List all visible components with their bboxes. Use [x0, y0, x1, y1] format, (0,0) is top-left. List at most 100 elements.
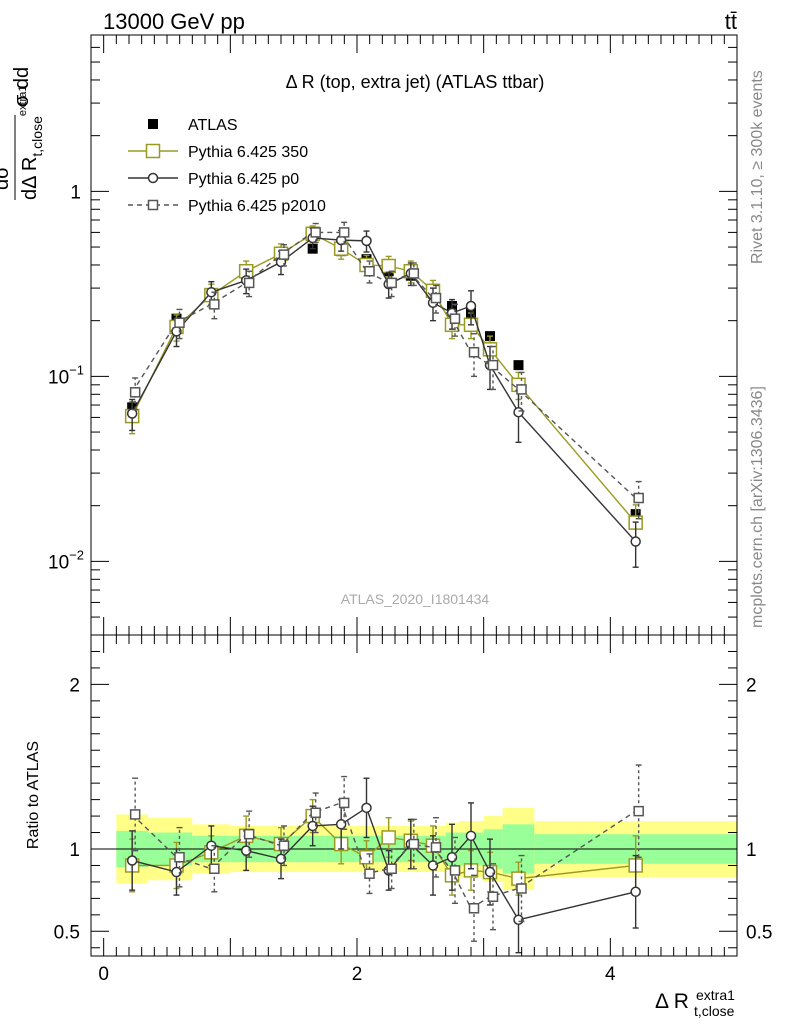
- legend-marker: [145, 143, 161, 159]
- main-line-p2010: [131, 231, 637, 499]
- legend-label: ATLAS: [188, 117, 238, 134]
- ratio-y-tick-label-right: 1: [746, 840, 757, 861]
- ratio-point: [338, 797, 350, 809]
- ratio-y-tick-label: 1: [69, 840, 80, 861]
- svg-text:σ dd: σ dd: [11, 67, 33, 107]
- ratio-point: [430, 842, 442, 853]
- legend-item-mc350: Pythia 6.425 350: [128, 143, 308, 161]
- main-point: [338, 227, 350, 238]
- ratio-point: [446, 851, 458, 863]
- legend-item-p0: Pythia 6.425 p0: [128, 171, 299, 188]
- main-point: [513, 406, 524, 418]
- ratio-point: [359, 849, 374, 865]
- main-line-mc350: [131, 232, 637, 524]
- ratio-point: [240, 845, 252, 856]
- ratio-y-axis-label: Ratio to ATLAS: [25, 741, 42, 849]
- ratio-y-tick-label: 0.5: [54, 922, 80, 943]
- legend-item-p2010: Pythia 6.425 p2010: [128, 198, 326, 215]
- process-label: 13000 GeV pp: [103, 9, 245, 34]
- ratio-series-p2010: [129, 764, 644, 942]
- ratio-point: [427, 860, 439, 871]
- main-series-layer: [124, 221, 644, 568]
- main-point: [381, 258, 396, 274]
- main-point: [126, 408, 138, 419]
- ratio-point: [449, 865, 461, 876]
- legend-label: Pythia 6.425 p0: [188, 171, 299, 188]
- ratio-point: [171, 866, 182, 878]
- ratio-series-layer: [124, 764, 644, 954]
- svg-text:extra1: extra1: [696, 987, 735, 1003]
- ratio-point: [468, 903, 480, 914]
- main-point: [174, 317, 185, 328]
- ratio-y-tick-label-right: 0.5: [746, 922, 772, 943]
- ratio-point: [487, 891, 499, 902]
- ratio-point: [310, 807, 321, 819]
- main-series-p2010: [129, 221, 644, 520]
- main-y-tick-label: 10−1: [48, 362, 84, 388]
- ratio-point: [381, 830, 396, 845]
- ratio-point: [386, 863, 397, 875]
- main-y-tick-label: 10−2: [48, 547, 84, 573]
- ratio-y-tick-label: 2: [69, 675, 80, 696]
- ratio-point: [243, 828, 255, 840]
- ratio-point: [516, 883, 527, 894]
- main-point: [468, 347, 480, 358]
- legend-marker: [147, 199, 159, 211]
- ratio-point: [129, 809, 141, 820]
- main-series-p0: [126, 227, 641, 568]
- main-y-axis-label: dΔ Rt,closeextra1 dσttd σ dd: [0, 67, 45, 200]
- main-point: [430, 292, 442, 304]
- ratio-point: [278, 840, 290, 851]
- ratio-point: [511, 871, 526, 886]
- ratio-point: [126, 855, 138, 866]
- ratio-point: [364, 868, 375, 879]
- main-point: [449, 313, 461, 324]
- main-point: [310, 227, 321, 238]
- main-point: [487, 359, 499, 371]
- ratio-point: [484, 866, 496, 878]
- svg-text:Δ R: Δ R: [655, 990, 689, 1013]
- ratio-line-mc350: [132, 815, 636, 880]
- legend-item-data: ATLAS: [148, 117, 238, 134]
- ratio-point: [465, 830, 477, 842]
- ratio-point: [633, 805, 644, 817]
- main-point: [513, 360, 524, 371]
- main-point: [278, 249, 290, 260]
- chart-title: Δ R (top, extra jet) (ATLAS ttbar): [286, 72, 545, 92]
- legend: ATLAS Pythia 6.425 350 Pythia 6.425 p0 Pyth…: [128, 117, 326, 215]
- main-point: [361, 235, 372, 247]
- mcplots-label: mcplots.cern.ch [arXiv:1306.3436]: [749, 386, 766, 628]
- final-state-label: tt̄: [725, 9, 737, 34]
- main-point: [243, 277, 255, 289]
- legend-label: Pythia 6.425 p2010: [188, 198, 326, 215]
- main-line-p0: [131, 237, 637, 543]
- ratio-panel-frame: [90, 634, 738, 957]
- legend-marker: [147, 172, 159, 184]
- x-tick-label: 4: [605, 964, 616, 985]
- ratio-axes: 0.5 0.5 1 1 2 2 0 2 4: [54, 635, 772, 985]
- main-point: [633, 492, 644, 504]
- ratio-point: [361, 802, 372, 814]
- x-tick-label: 0: [98, 964, 109, 985]
- main-point: [386, 277, 397, 289]
- main-point: [364, 265, 375, 277]
- ratio-line-p2010: [131, 802, 637, 910]
- main-point: [630, 536, 641, 547]
- svg-text:t,close: t,close: [694, 1003, 735, 1019]
- ratio-point: [307, 820, 318, 832]
- x-tick-label: 2: [352, 964, 363, 985]
- main-point: [129, 387, 141, 398]
- x-axis-label: Δ R extra1 t,close: [655, 987, 735, 1019]
- main-y-tick-label: 1: [70, 182, 81, 203]
- ratio-point: [275, 853, 287, 865]
- ratio-line-p0: [131, 806, 636, 921]
- rivet-version-label: Rivet 3.1.10, ≥ 300k events: [749, 70, 766, 264]
- svg-text:dΔ Rt,closeextra1: dΔ Rt,closeextra1: [17, 86, 45, 200]
- main-axes: 10−2 10−1 1: [48, 34, 738, 636]
- legend-marker: [148, 119, 158, 129]
- main-point: [516, 384, 527, 395]
- svg-text:dσttd: dσttd: [0, 153, 13, 190]
- main-point: [408, 268, 420, 279]
- main-point: [209, 299, 220, 310]
